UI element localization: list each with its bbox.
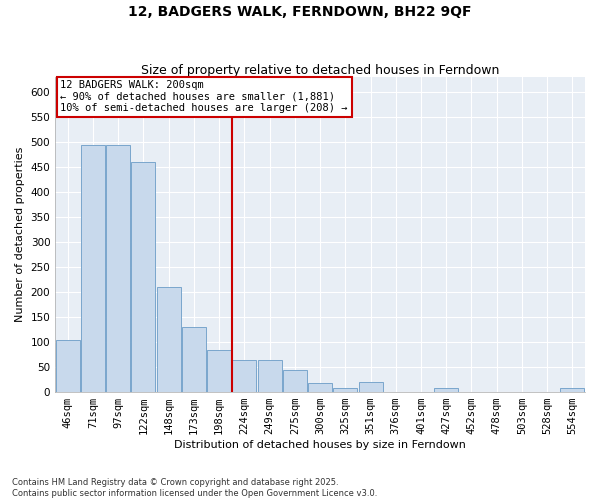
Text: Contains HM Land Registry data © Crown copyright and database right 2025.
Contai: Contains HM Land Registry data © Crown c… bbox=[12, 478, 377, 498]
Bar bbox=[308, 383, 332, 392]
Bar bbox=[131, 162, 155, 392]
X-axis label: Distribution of detached houses by size in Ferndown: Distribution of detached houses by size … bbox=[174, 440, 466, 450]
Title: Size of property relative to detached houses in Ferndown: Size of property relative to detached ho… bbox=[141, 64, 499, 77]
Bar bbox=[207, 350, 231, 392]
Bar bbox=[334, 388, 357, 392]
Bar bbox=[359, 382, 383, 392]
Bar bbox=[560, 388, 584, 392]
Text: 12 BADGERS WALK: 200sqm
← 90% of detached houses are smaller (1,881)
10% of semi: 12 BADGERS WALK: 200sqm ← 90% of detache… bbox=[61, 80, 348, 114]
Y-axis label: Number of detached properties: Number of detached properties bbox=[15, 147, 25, 322]
Bar bbox=[283, 370, 307, 392]
Bar bbox=[106, 144, 130, 392]
Text: 12, BADGERS WALK, FERNDOWN, BH22 9QF: 12, BADGERS WALK, FERNDOWN, BH22 9QF bbox=[128, 5, 472, 19]
Bar bbox=[157, 287, 181, 392]
Bar bbox=[182, 327, 206, 392]
Bar bbox=[81, 144, 105, 392]
Bar bbox=[232, 360, 256, 392]
Bar bbox=[56, 340, 80, 392]
Bar bbox=[257, 360, 281, 392]
Bar bbox=[434, 388, 458, 392]
